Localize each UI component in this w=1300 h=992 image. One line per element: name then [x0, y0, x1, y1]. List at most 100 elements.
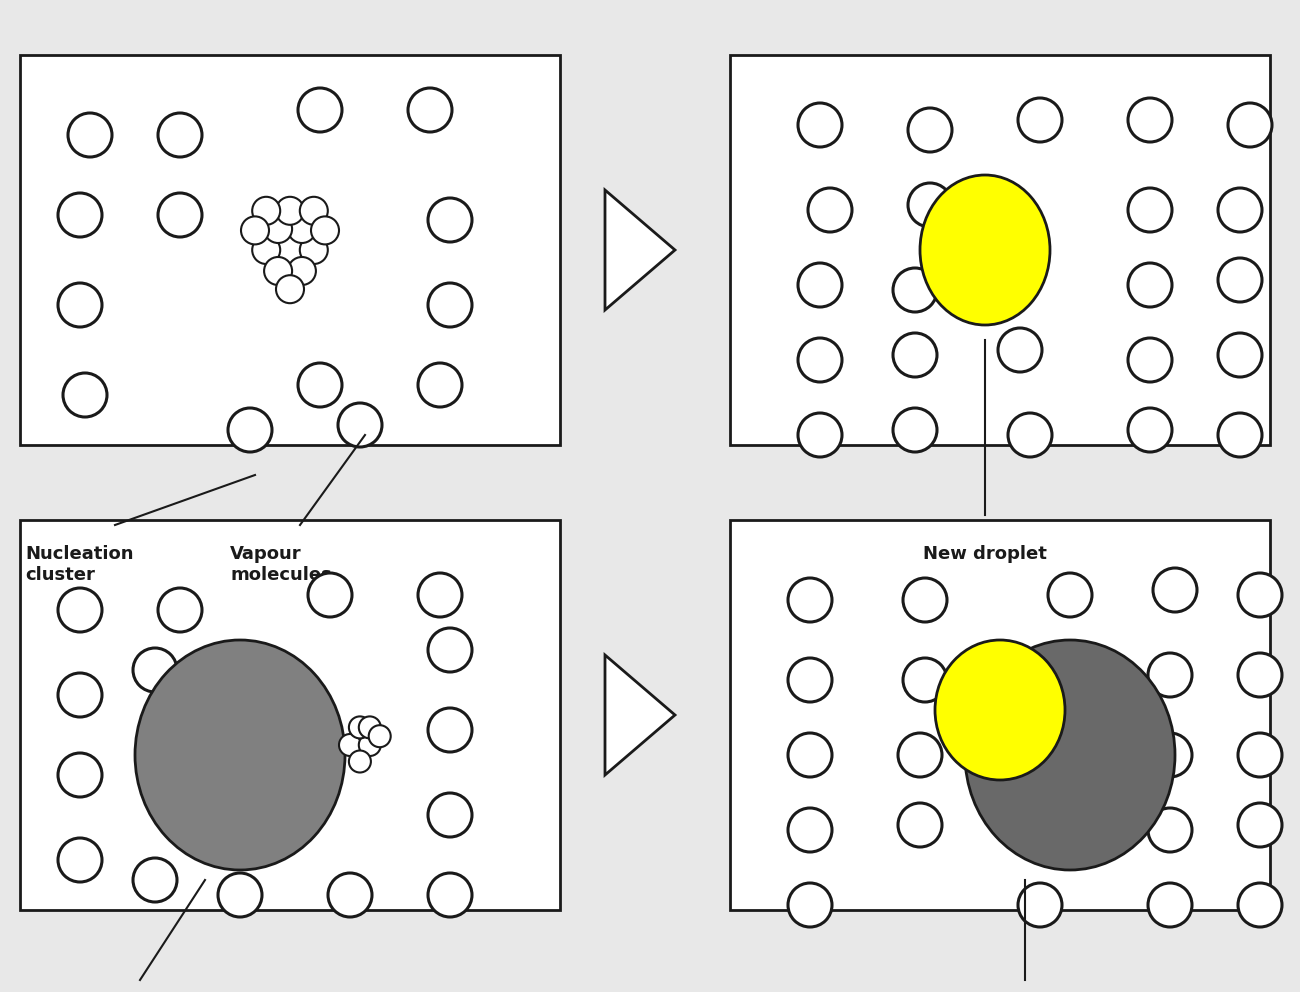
Circle shape: [1218, 333, 1262, 377]
Circle shape: [1128, 338, 1173, 382]
Circle shape: [1128, 263, 1173, 307]
Polygon shape: [604, 655, 675, 775]
Circle shape: [348, 716, 370, 738]
Circle shape: [428, 708, 472, 752]
Circle shape: [1148, 808, 1192, 852]
Circle shape: [227, 408, 272, 452]
Circle shape: [328, 873, 372, 917]
Circle shape: [1048, 573, 1092, 617]
Circle shape: [252, 236, 281, 264]
Polygon shape: [604, 190, 675, 310]
Circle shape: [264, 215, 292, 243]
Circle shape: [1148, 883, 1192, 927]
Circle shape: [408, 88, 452, 132]
Circle shape: [133, 858, 177, 902]
Circle shape: [419, 573, 462, 617]
Circle shape: [893, 408, 937, 452]
Circle shape: [218, 873, 263, 917]
Circle shape: [907, 183, 952, 227]
Bar: [731, 55, 1270, 445]
Circle shape: [359, 716, 381, 738]
Circle shape: [58, 838, 101, 882]
Circle shape: [788, 578, 832, 622]
Circle shape: [1128, 188, 1173, 232]
Circle shape: [308, 573, 352, 617]
Circle shape: [58, 193, 101, 237]
Bar: [20, 55, 560, 445]
Circle shape: [798, 413, 842, 457]
Text: Vapour
molecules: Vapour molecules: [230, 545, 332, 584]
Circle shape: [1128, 408, 1173, 452]
Circle shape: [1018, 98, 1062, 142]
Circle shape: [264, 257, 292, 285]
Circle shape: [359, 734, 381, 756]
Circle shape: [1238, 733, 1282, 777]
Circle shape: [798, 103, 842, 147]
Circle shape: [300, 196, 328, 225]
Text: New droplet: New droplet: [923, 545, 1046, 563]
Circle shape: [68, 113, 112, 157]
Circle shape: [907, 108, 952, 152]
Circle shape: [898, 803, 942, 847]
Circle shape: [276, 275, 304, 304]
Circle shape: [252, 196, 281, 225]
Circle shape: [998, 328, 1043, 372]
Circle shape: [1018, 883, 1062, 927]
Circle shape: [809, 188, 852, 232]
Circle shape: [428, 283, 472, 327]
Circle shape: [276, 236, 304, 264]
Circle shape: [298, 363, 342, 407]
Circle shape: [298, 88, 342, 132]
Circle shape: [893, 268, 937, 312]
Circle shape: [1218, 258, 1262, 302]
Circle shape: [338, 403, 382, 447]
Circle shape: [311, 216, 339, 244]
Circle shape: [58, 673, 101, 717]
Circle shape: [159, 193, 202, 237]
Circle shape: [1238, 653, 1282, 697]
Circle shape: [428, 873, 472, 917]
Circle shape: [1153, 568, 1197, 612]
Circle shape: [1218, 413, 1262, 457]
Circle shape: [1148, 653, 1192, 697]
Circle shape: [339, 734, 361, 756]
Ellipse shape: [135, 640, 344, 870]
Circle shape: [788, 883, 832, 927]
Circle shape: [788, 733, 832, 777]
Ellipse shape: [965, 640, 1175, 870]
Circle shape: [788, 658, 832, 702]
Circle shape: [58, 753, 101, 797]
Circle shape: [348, 751, 370, 773]
Circle shape: [419, 363, 462, 407]
Circle shape: [1238, 573, 1282, 617]
Circle shape: [428, 793, 472, 837]
Circle shape: [893, 333, 937, 377]
Text: Nucleation
cluster: Nucleation cluster: [25, 545, 134, 584]
Ellipse shape: [920, 175, 1050, 325]
Circle shape: [1218, 188, 1262, 232]
Bar: [20, 520, 560, 910]
Circle shape: [903, 578, 946, 622]
Circle shape: [1228, 103, 1271, 147]
Circle shape: [58, 283, 101, 327]
Circle shape: [798, 263, 842, 307]
Circle shape: [159, 113, 202, 157]
Circle shape: [287, 257, 316, 285]
Circle shape: [133, 648, 177, 692]
Bar: [731, 520, 1270, 910]
Circle shape: [798, 338, 842, 382]
Circle shape: [1148, 733, 1192, 777]
Circle shape: [276, 196, 304, 225]
Circle shape: [287, 215, 316, 243]
Circle shape: [1238, 803, 1282, 847]
Ellipse shape: [935, 640, 1065, 780]
Circle shape: [369, 725, 391, 747]
Circle shape: [788, 808, 832, 852]
Circle shape: [240, 216, 269, 244]
Circle shape: [898, 733, 942, 777]
Circle shape: [159, 588, 202, 632]
Circle shape: [428, 198, 472, 242]
Circle shape: [428, 628, 472, 672]
Circle shape: [903, 658, 946, 702]
Circle shape: [1018, 808, 1062, 852]
